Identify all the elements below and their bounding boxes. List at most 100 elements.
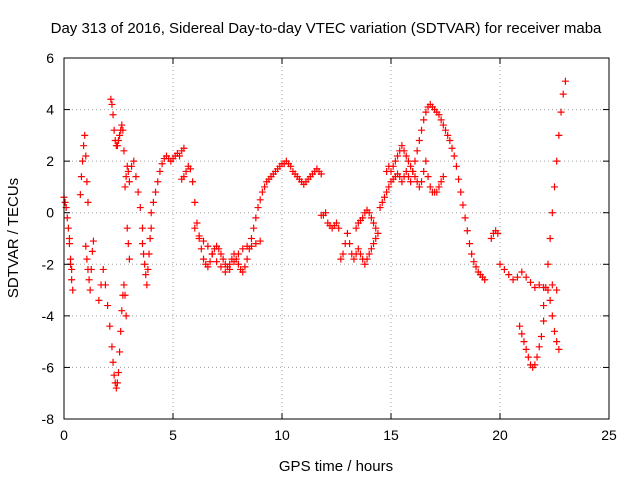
data-point — [509, 276, 517, 284]
data-point — [420, 116, 428, 124]
data-point — [120, 147, 128, 155]
data-point — [505, 271, 513, 279]
data-point — [115, 137, 122, 145]
data-point — [472, 263, 480, 271]
data-point — [132, 173, 140, 181]
data-point — [418, 126, 426, 134]
data-point — [85, 276, 93, 284]
data-point — [200, 237, 208, 245]
data-point — [247, 235, 255, 242]
data-point — [254, 204, 262, 212]
data-point — [359, 214, 367, 222]
data-point — [524, 353, 532, 361]
data-point — [548, 312, 556, 320]
y-tick-label: 2 — [46, 153, 54, 169]
data-point — [561, 77, 569, 85]
data-point — [450, 152, 458, 160]
data-point — [108, 343, 116, 351]
data-point — [119, 126, 127, 134]
data-point — [439, 173, 447, 181]
data-point — [356, 250, 364, 258]
data-point — [149, 198, 157, 206]
data-point — [69, 286, 77, 294]
data-point — [365, 209, 373, 217]
data-point — [415, 183, 423, 191]
y-tick-label: -4 — [42, 308, 55, 324]
data-point — [559, 90, 567, 98]
data-point — [146, 235, 154, 242]
data-point — [287, 162, 295, 170]
x-tick-label: 5 — [169, 427, 177, 443]
data-point — [158, 160, 166, 168]
data-point — [101, 281, 109, 289]
x-tick-label: 20 — [492, 427, 508, 443]
data-point — [217, 250, 225, 258]
data-point — [435, 183, 443, 191]
data-point — [113, 379, 121, 387]
data-point — [522, 273, 530, 281]
data-point — [522, 345, 530, 353]
y-tick-label: -8 — [42, 411, 55, 427]
data-point — [141, 260, 149, 268]
data-point — [86, 286, 94, 294]
data-point — [463, 227, 471, 235]
data-point — [409, 167, 417, 175]
data-point — [544, 260, 552, 268]
y-tick-label: -6 — [42, 359, 55, 375]
data-point — [77, 173, 85, 181]
data-point — [230, 258, 238, 266]
data-point — [370, 219, 378, 227]
data-point — [116, 131, 124, 139]
data-point — [542, 283, 550, 291]
data-point — [551, 183, 558, 191]
data-point — [176, 152, 184, 160]
data-point — [65, 235, 73, 242]
data-point — [398, 178, 406, 186]
data-point — [531, 361, 539, 369]
data-point — [461, 214, 469, 222]
data-point — [118, 307, 126, 315]
data-point — [424, 173, 432, 181]
x-tick-label: 0 — [60, 427, 68, 443]
data-point — [411, 157, 419, 165]
data-point — [439, 121, 447, 129]
data-point — [317, 170, 325, 178]
data-point — [346, 240, 354, 248]
data-point — [124, 167, 132, 175]
data-point — [99, 265, 107, 273]
data-point — [535, 343, 543, 351]
data-point — [333, 219, 340, 227]
data-point — [383, 188, 391, 196]
data-point — [82, 242, 90, 250]
y-tick-label: 6 — [46, 50, 54, 66]
data-point — [234, 260, 242, 268]
data-point — [200, 255, 208, 263]
data-points — [60, 77, 569, 392]
data-point — [138, 224, 146, 232]
data-point — [433, 188, 441, 196]
data-point — [535, 281, 543, 289]
data-point — [122, 312, 130, 320]
data-point — [142, 271, 150, 279]
data-point — [391, 157, 399, 165]
data-point — [138, 240, 146, 248]
data-point — [555, 131, 563, 139]
data-point — [546, 296, 554, 304]
data-point — [82, 152, 90, 160]
data-point — [107, 95, 115, 103]
data-point — [468, 250, 476, 258]
data-point — [420, 167, 428, 175]
data-point — [186, 165, 194, 173]
data-point — [376, 204, 384, 212]
data-point — [64, 224, 72, 232]
data-point — [182, 167, 190, 175]
data-point — [123, 224, 131, 232]
data-point — [335, 224, 343, 232]
data-point — [370, 240, 378, 248]
data-point — [437, 178, 445, 186]
data-point — [147, 224, 155, 232]
data-point — [422, 108, 430, 116]
data-point — [106, 322, 114, 330]
data-point — [513, 273, 521, 281]
data-point — [363, 255, 371, 263]
